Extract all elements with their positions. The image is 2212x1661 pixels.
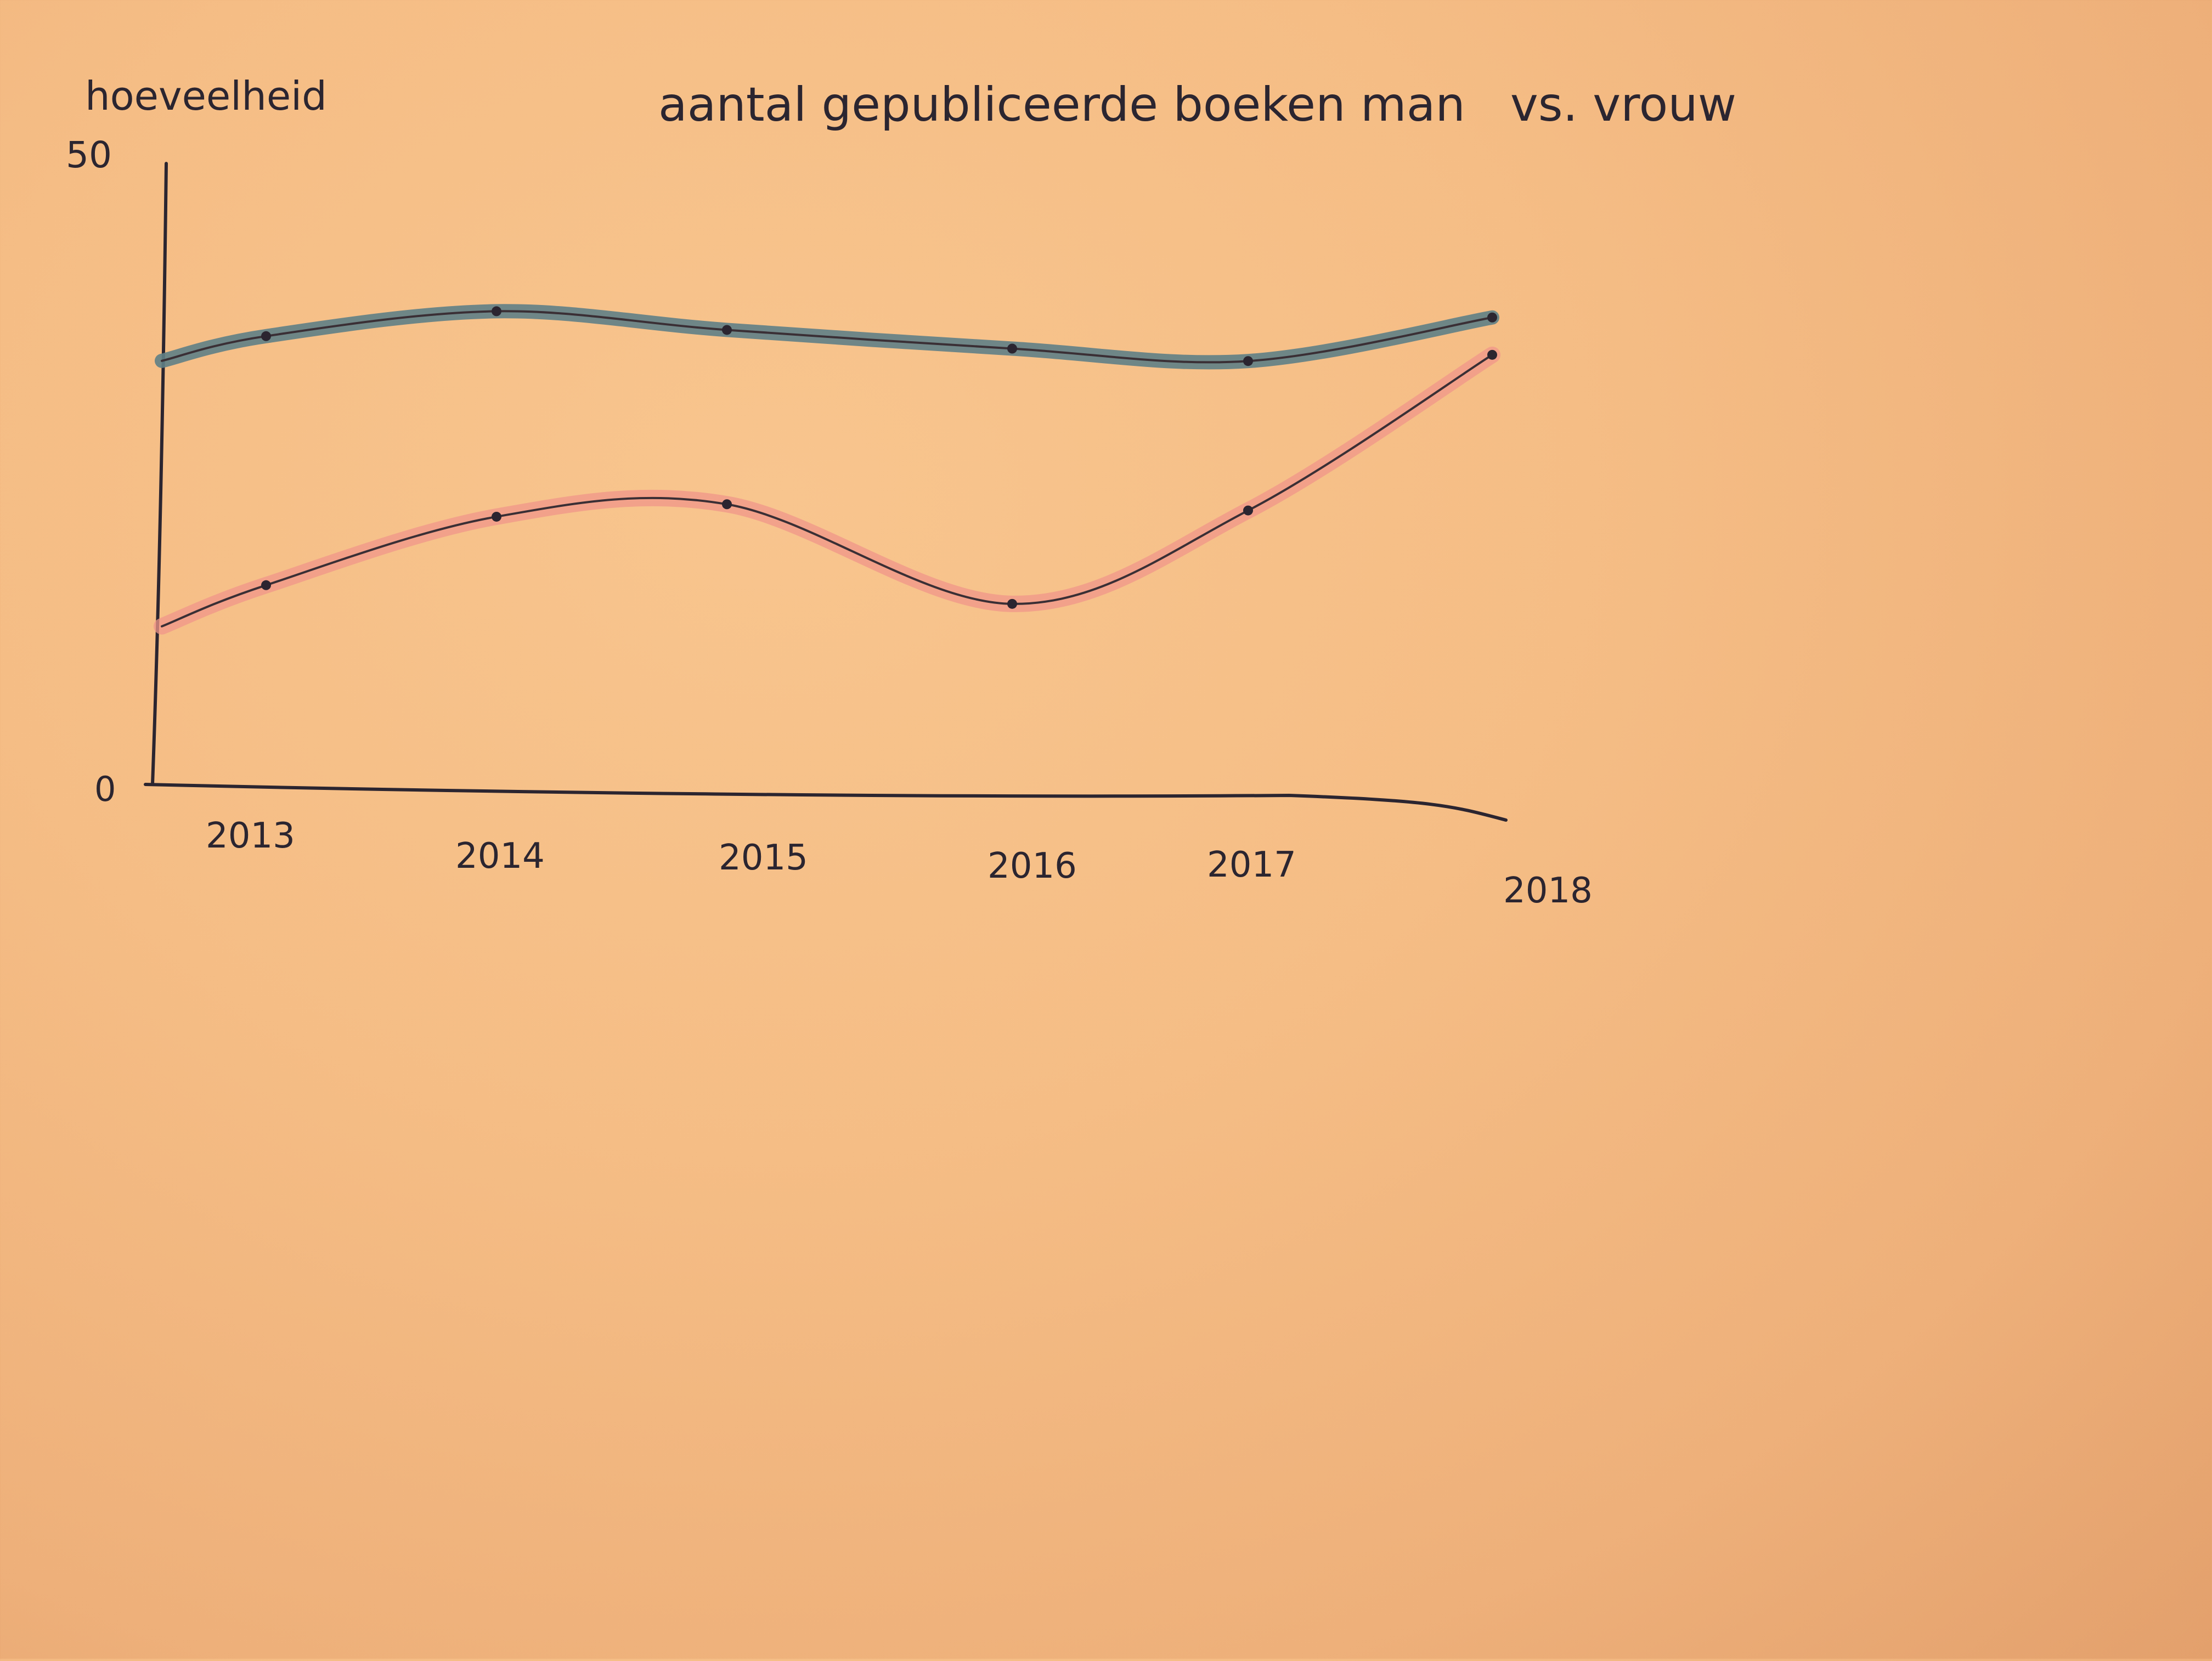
- series-2-point-2013: [261, 580, 271, 590]
- x-tick-label-2015: 2015: [719, 838, 808, 878]
- x-axis-line: [145, 784, 1506, 820]
- y-tick-label-zero: 0: [94, 769, 116, 809]
- series-1-point-2014: [492, 306, 501, 316]
- series-1-point-2013: [261, 331, 271, 341]
- x-tick-label-2016: 2016: [988, 846, 1077, 886]
- chart-title: aantal gepubliceerde boeken man vs. vrou…: [658, 77, 1736, 132]
- series-1-point-2017: [1243, 356, 1253, 366]
- y-axis-title: hoeveelheid: [85, 73, 327, 119]
- y-axis-line: [153, 163, 166, 784]
- x-tick-layer: 2013 2014 2015 2016 2017 2018: [206, 816, 1593, 911]
- series-1-point-2015: [722, 325, 732, 335]
- series-2-point-2014: [492, 512, 501, 522]
- x-tick-label-2017: 2017: [1207, 845, 1296, 885]
- series-1-point-2018: [1487, 313, 1497, 323]
- x-tick-label-2014: 2014: [455, 836, 545, 877]
- series-2-point-2018: [1487, 350, 1497, 360]
- series-2-point-2015: [722, 499, 732, 509]
- series-2-point-2017: [1243, 506, 1253, 516]
- x-tick-label-2013: 2013: [206, 816, 295, 856]
- x-tick-label-2018: 2018: [1503, 871, 1593, 911]
- series-2-point-2016: [1007, 599, 1017, 609]
- series-1-point-2016: [1007, 344, 1017, 354]
- y-tick-label-max: 50: [66, 134, 112, 176]
- series-layer: [162, 306, 1497, 626]
- series-2-highlight: [162, 355, 1492, 626]
